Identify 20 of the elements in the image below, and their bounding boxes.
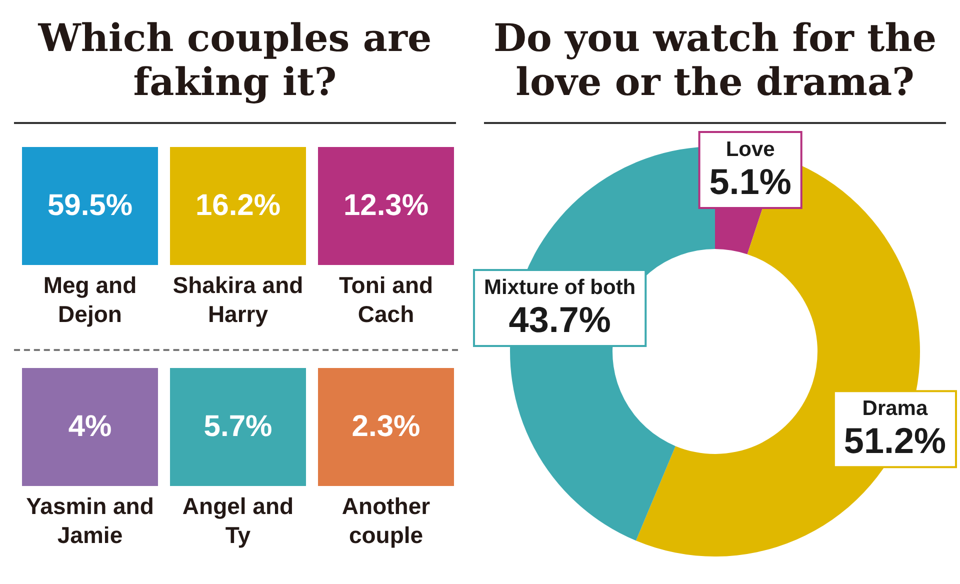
data-label: 4% bbox=[22, 368, 158, 486]
category-label: Yasmin and Jamie bbox=[25, 492, 155, 550]
chart-title: Do you watch for the love or the drama? bbox=[492, 14, 938, 104]
data-label: 59.5% bbox=[22, 147, 158, 265]
category-label: Shakira and Harry bbox=[172, 271, 304, 329]
category-label: Another couple bbox=[340, 492, 432, 550]
text: Which couples are faking it? bbox=[36, 14, 433, 104]
data-label: 5.7% bbox=[170, 368, 306, 486]
slice-label: Mixture of both bbox=[484, 276, 636, 299]
slice-label: Drama bbox=[862, 396, 928, 420]
category-label: Toni and Cach bbox=[338, 271, 434, 329]
category-label: Angel and Ty bbox=[181, 492, 295, 550]
category-label: Meg and Dejon bbox=[42, 271, 138, 329]
slice-label: Love bbox=[726, 138, 775, 161]
data-label: 51.2% bbox=[844, 420, 946, 462]
data-label: 5.1% bbox=[709, 160, 792, 202]
data-label: 43.7% bbox=[508, 298, 611, 340]
data-label: 12.3% bbox=[318, 147, 454, 265]
data-label: 16.2% bbox=[170, 147, 306, 265]
data-label: 2.3% bbox=[318, 368, 454, 486]
